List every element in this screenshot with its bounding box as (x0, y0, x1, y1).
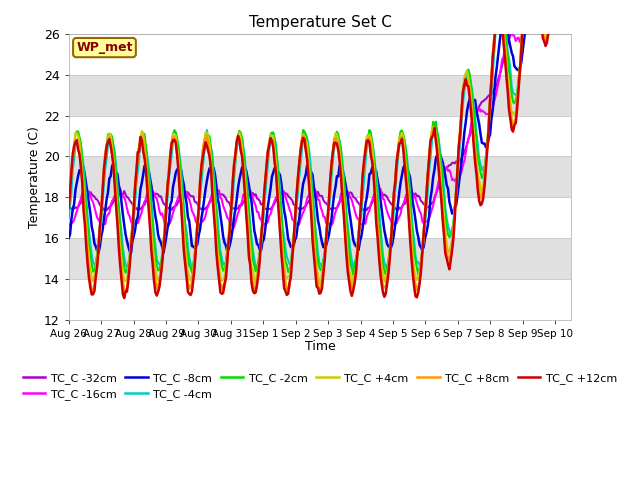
Bar (68, 75, 572, 116)
Bar (68, 116, 572, 156)
Bar (68, 156, 572, 197)
Bar (68, 34, 572, 75)
Y-axis label: Temperature (C): Temperature (C) (28, 126, 41, 228)
Bar (68, 197, 572, 238)
Legend: TC_C -32cm, TC_C -16cm, TC_C -8cm, TC_C -4cm, TC_C -2cm, TC_C +4cm, TC_C +8cm, T: TC_C -32cm, TC_C -16cm, TC_C -8cm, TC_C … (19, 368, 621, 405)
Title: Temperature Set C: Temperature Set C (248, 15, 392, 30)
Text: WP_met: WP_met (76, 41, 132, 54)
Bar (68, 279, 572, 320)
Bar (68, 238, 572, 279)
X-axis label: Time: Time (305, 340, 335, 353)
